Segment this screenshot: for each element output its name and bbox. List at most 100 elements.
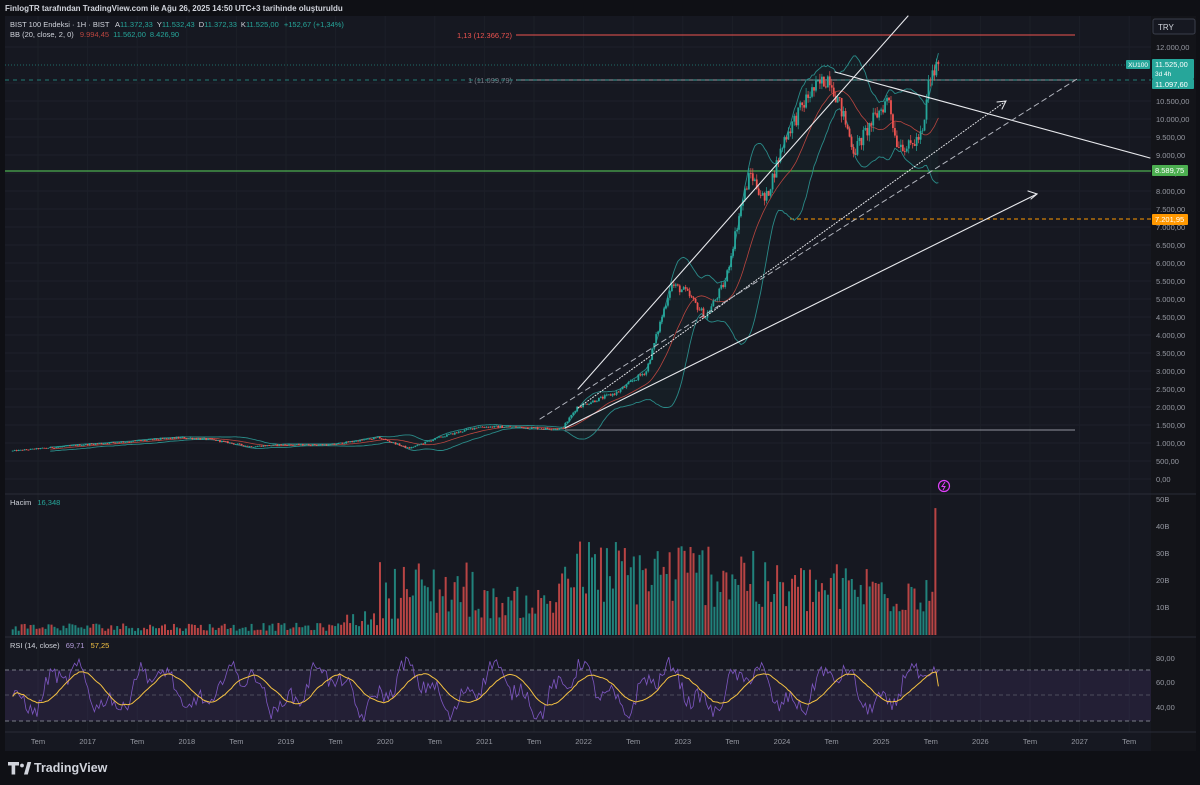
candle <box>913 144 916 146</box>
candle <box>811 87 813 97</box>
volume-bar <box>35 628 38 635</box>
volume-bar <box>862 604 865 635</box>
volume-bar <box>71 624 74 635</box>
candle <box>826 76 829 88</box>
candle <box>840 98 843 117</box>
candle <box>256 446 259 447</box>
volume-bar <box>331 625 334 635</box>
candle <box>270 445 273 447</box>
volume-bar <box>677 547 680 635</box>
volume-bar <box>794 575 797 635</box>
time-tick: Tem <box>924 737 938 746</box>
candle <box>744 188 746 200</box>
volume-bar <box>143 627 146 635</box>
volume-bar <box>638 555 641 635</box>
candle <box>878 110 881 118</box>
volume-bar <box>68 623 71 635</box>
volume-bar <box>537 589 540 635</box>
volume-bar <box>901 609 904 635</box>
candle <box>807 94 809 98</box>
time-tick: Tem <box>626 737 640 746</box>
volume-bar <box>579 541 582 635</box>
candle <box>643 374 646 375</box>
volume-bar <box>650 584 653 635</box>
fib-label-lower: 1 (11.099,79) <box>468 76 513 85</box>
price-tick: 2.000,00 <box>1156 403 1185 412</box>
candle <box>438 436 440 438</box>
volume-bar <box>779 581 782 635</box>
volume-bar <box>480 617 483 635</box>
volume-bar <box>492 588 495 635</box>
volume-bar <box>808 569 811 635</box>
candle <box>177 437 180 439</box>
volume-bar <box>665 573 668 635</box>
volume-bar <box>420 579 423 635</box>
volume-bar <box>785 606 788 635</box>
candle <box>704 317 707 319</box>
candle <box>313 444 316 445</box>
candle <box>659 321 661 332</box>
candle <box>714 299 717 301</box>
candle <box>584 403 586 405</box>
volume-bar <box>146 629 149 635</box>
candle <box>378 436 381 439</box>
volume-bar <box>149 624 152 635</box>
candle <box>442 436 444 438</box>
candle <box>665 305 667 309</box>
volume-bar <box>83 628 86 635</box>
candle <box>372 437 375 440</box>
volume-bar <box>169 629 172 635</box>
volume-bar <box>41 627 44 635</box>
candle <box>828 76 831 86</box>
candle <box>702 308 705 318</box>
candle <box>217 440 219 441</box>
volume-bar <box>23 623 26 635</box>
candle <box>47 447 50 449</box>
price-tick: 1.500,00 <box>1156 421 1185 430</box>
candle <box>219 440 221 442</box>
candle <box>357 440 359 442</box>
volume-bar <box>346 614 349 635</box>
volume-bar <box>513 590 516 635</box>
candle <box>637 374 640 380</box>
currency-button[interactable] <box>1152 18 1196 35</box>
candle <box>187 438 190 439</box>
volume-bar <box>716 581 719 635</box>
candle <box>130 441 133 443</box>
candle <box>11 450 14 452</box>
candle <box>459 431 462 433</box>
candle <box>862 129 865 146</box>
candle <box>420 443 423 445</box>
volume-bar <box>429 601 432 635</box>
candle <box>489 426 492 428</box>
trendline-dashed <box>539 78 1078 420</box>
candle <box>205 438 208 440</box>
volume-bar <box>767 581 770 635</box>
candle <box>793 115 796 122</box>
rsi-label: RSI (14, close) <box>10 641 60 650</box>
volume-bar <box>776 565 779 635</box>
candle <box>254 446 257 448</box>
volume-bar <box>823 590 826 635</box>
volume-bar <box>47 624 50 635</box>
volume-bar <box>710 574 713 635</box>
volume-bar <box>208 624 211 635</box>
trendline-dotted-arrow <box>577 100 1007 409</box>
volume-bar <box>408 597 411 635</box>
candle <box>408 447 411 449</box>
candle <box>929 79 932 81</box>
lightning-icon-bolt <box>941 481 946 491</box>
lightning-icon[interactable] <box>937 479 951 493</box>
candle <box>607 394 610 396</box>
candle <box>242 445 245 447</box>
candle <box>473 427 476 430</box>
candle <box>534 427 537 429</box>
time-tick: 2025 <box>873 737 890 746</box>
candle <box>230 442 233 444</box>
candle <box>884 101 886 113</box>
candle <box>19 449 22 451</box>
candle <box>627 382 630 385</box>
candle <box>722 284 725 287</box>
volume-bar <box>477 608 480 635</box>
candle <box>451 433 454 435</box>
